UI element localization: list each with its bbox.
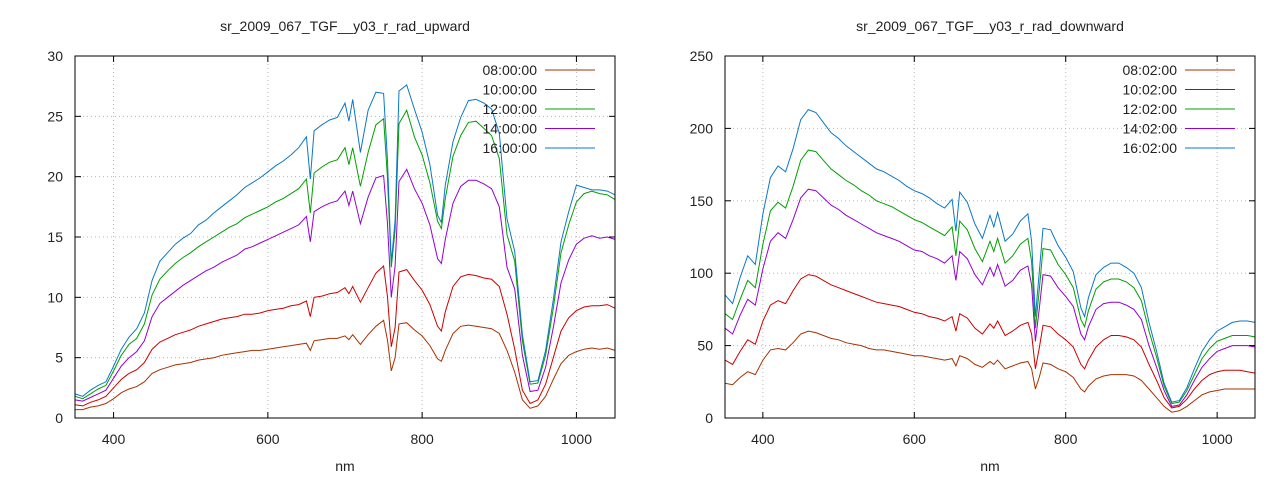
series-line-10:02:00 — [724, 274, 1256, 409]
series-line-08:02:00 — [724, 330, 1255, 413]
y-tick-label: 0 — [705, 410, 713, 426]
x-axis-label: nm — [335, 458, 354, 474]
legend-label: 16:00:00 — [483, 140, 538, 156]
y-tick-label: 5 — [55, 350, 63, 366]
plot-frame — [724, 55, 1256, 419]
legend-label: 08:00:00 — [483, 62, 538, 78]
y-tick-label: 200 — [690, 120, 714, 136]
x-tick-label: 1000 — [561, 431, 592, 447]
y-tick-label: 20 — [47, 169, 63, 185]
chart-upward: sr_2009_067_TGF__y03_r_rad_upward nm 400… — [47, 18, 616, 474]
series-line-14:02:00 — [724, 188, 1256, 407]
series-line-08:00:00 — [75, 319, 616, 411]
y-tick-label: 10 — [47, 289, 63, 305]
y-tick-label: 150 — [690, 193, 714, 209]
legend-label: 16:02:00 — [1123, 140, 1178, 156]
chart-title: sr_2009_067_TGF__y03_r_rad_downward — [856, 18, 1124, 34]
legend-label: 14:00:00 — [483, 121, 538, 137]
legend-label: 12:02:00 — [1123, 101, 1178, 117]
x-tick-label: 800 — [410, 431, 434, 447]
y-tick-label: 30 — [47, 48, 63, 64]
y-tick-label: 250 — [690, 48, 714, 64]
y-tick-label: 0 — [55, 410, 63, 426]
x-axis-label: nm — [980, 458, 999, 474]
x-tick-label: 600 — [903, 431, 927, 447]
x-tick-label: 600 — [256, 431, 280, 447]
x-tick-label: 400 — [751, 431, 775, 447]
series-line-12:00:00 — [74, 109, 616, 400]
series-line-10:00:00 — [74, 264, 616, 407]
series-line-12:02:00 — [724, 149, 1256, 405]
y-tick-label: 25 — [47, 108, 63, 124]
x-tick-label: 400 — [102, 431, 126, 447]
y-tick-label: 50 — [697, 338, 713, 354]
y-tick-label: 100 — [690, 265, 714, 281]
legend-label: 10:00:00 — [483, 82, 538, 98]
x-tick-label: 800 — [1054, 431, 1078, 447]
chart-title: sr_2009_067_TGF__y03_r_rad_upward — [220, 18, 470, 34]
chart-downward: sr_2009_067_TGF__y03_r_rad_downward nm 4… — [690, 18, 1256, 474]
y-tick-label: 15 — [47, 229, 63, 245]
legend-label: 08:02:00 — [1123, 62, 1178, 78]
legend-label: 14:02:00 — [1123, 121, 1178, 137]
legend-label: 12:00:00 — [483, 101, 538, 117]
series-line-14:00:00 — [74, 168, 616, 402]
series-line-16:02:00 — [724, 108, 1256, 403]
legend-label: 10:02:00 — [1123, 82, 1178, 98]
series-line-16:00:00 — [74, 84, 616, 397]
x-tick-label: 1000 — [1202, 431, 1233, 447]
